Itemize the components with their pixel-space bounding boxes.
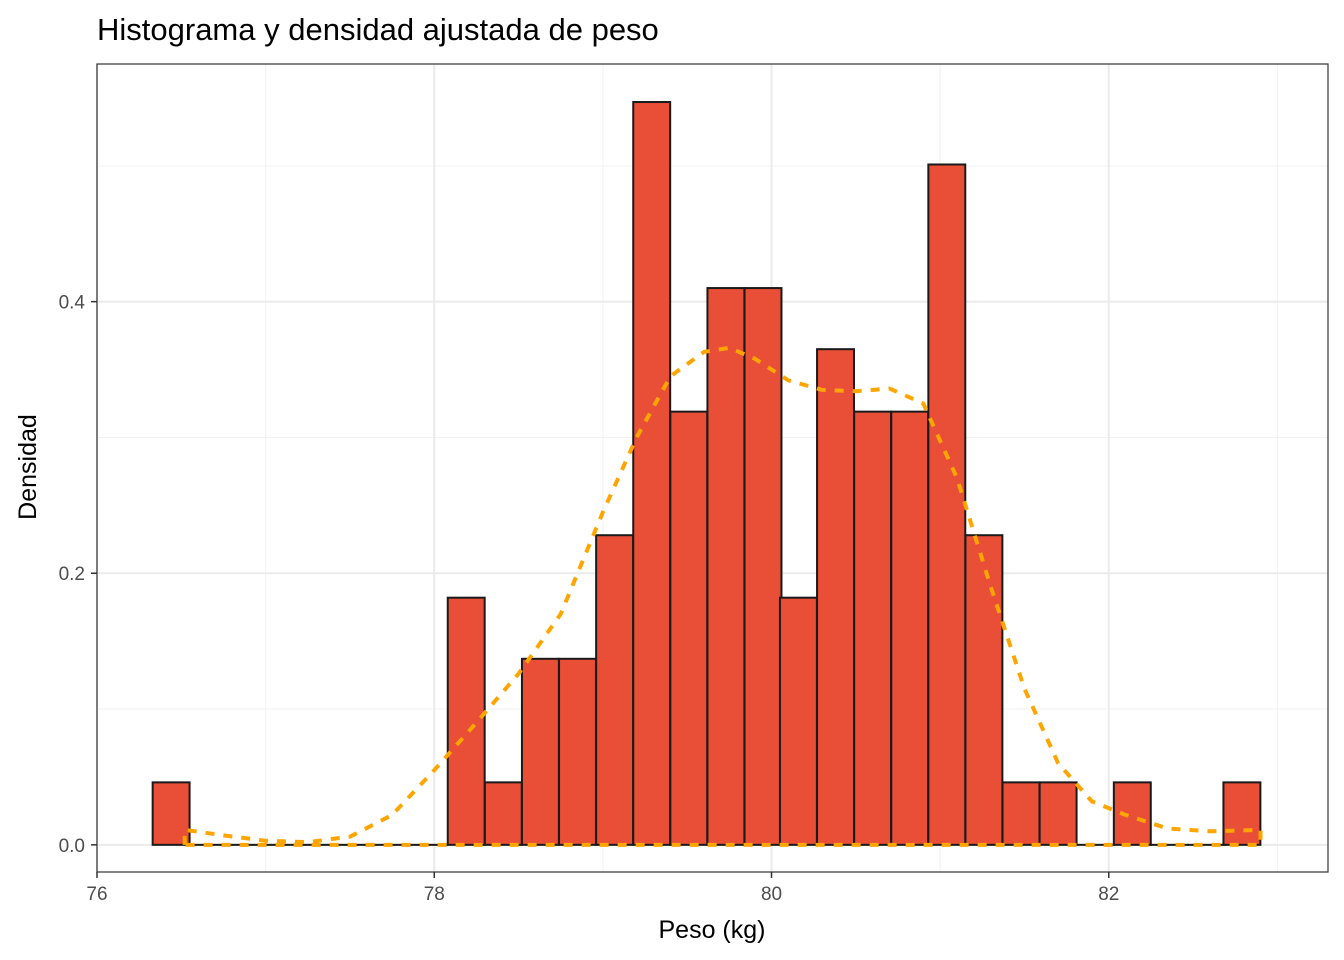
- x-tick-label: 78: [424, 884, 445, 905]
- histogram-bar: [816, 348, 855, 846]
- histogram-bar: [1112, 781, 1152, 846]
- histogram-bar: [558, 657, 597, 846]
- histogram-bar: [1001, 781, 1041, 846]
- histogram-bar: [595, 534, 635, 846]
- y-tick-label: 0.4: [59, 293, 86, 314]
- density-curve: [182, 345, 1263, 847]
- histogram-bar: [151, 781, 191, 846]
- y-axis-title: Densidad: [14, 414, 42, 520]
- histogram-bar: [483, 781, 523, 846]
- x-axis-title: Peso (kg): [659, 916, 766, 944]
- density-line: [182, 345, 1263, 847]
- x-tick-label: 80: [761, 884, 782, 905]
- y-tick-label: 0.0: [59, 836, 85, 857]
- y-tick-label: 0.2: [59, 564, 85, 585]
- x-tick-label: 76: [86, 884, 107, 905]
- histogram-bar: [632, 101, 672, 846]
- histogram-bar: [446, 596, 486, 846]
- x-tick-label: 82: [1098, 884, 1119, 905]
- histogram-bar: [778, 596, 818, 846]
- histogram-bars: [151, 101, 1262, 846]
- histogram-bar: [669, 410, 709, 846]
- histogram-bar: [706, 287, 746, 846]
- histogram-bar: [1222, 781, 1262, 846]
- histogram-bar: [927, 163, 967, 846]
- histogram-bar: [520, 657, 560, 846]
- histogram-bar: [890, 410, 930, 846]
- x-axis: 76 78 80 82: [86, 872, 1119, 905]
- panel-border: [96, 63, 1329, 873]
- y-axis: 0.0 0.2 0.4: [59, 293, 97, 857]
- histogram-bar: [964, 534, 1004, 846]
- histogram-bar: [853, 410, 893, 846]
- histogram-bar: [1038, 781, 1078, 846]
- chart-title: Histograma y densidad ajustada de peso: [97, 12, 659, 47]
- histogram-bar: [743, 287, 783, 846]
